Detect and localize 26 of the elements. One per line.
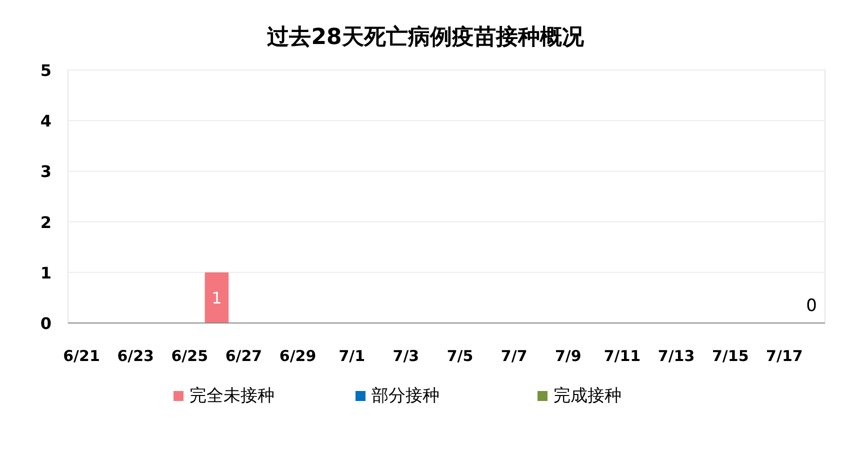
x-tick-label: 6/27 bbox=[225, 347, 262, 365]
chart-title: 过去28天死亡病例疫苗接种概况 bbox=[266, 24, 585, 50]
total-label: 0 bbox=[806, 296, 817, 316]
legend-label: 完全未接种 bbox=[190, 386, 274, 406]
y-tick-label: 3 bbox=[40, 162, 52, 182]
legend-label: 完成接种 bbox=[554, 386, 622, 406]
x-tick-label: 6/21 bbox=[63, 347, 100, 365]
y-tick-label: 4 bbox=[40, 112, 52, 131]
y-tick-label: 2 bbox=[40, 212, 52, 232]
x-tick-label: 7/17 bbox=[766, 347, 803, 365]
y-tick-label: 0 bbox=[40, 314, 52, 333]
data-label: 1 bbox=[212, 288, 222, 308]
x-tick-label: 7/1 bbox=[338, 347, 366, 365]
y-tick-label: 5 bbox=[40, 61, 52, 80]
x-tick-label: 6/29 bbox=[279, 347, 316, 365]
x-tick-label: 6/23 bbox=[117, 347, 154, 365]
x-tick-label: 7/9 bbox=[554, 347, 582, 365]
x-tick-label: 7/13 bbox=[658, 347, 695, 365]
x-tick-label: 7/7 bbox=[500, 347, 528, 365]
x-tick-label: 6/25 bbox=[171, 347, 208, 365]
y-tick-label: 1 bbox=[40, 263, 52, 282]
x-tick-label: 7/5 bbox=[446, 347, 474, 365]
x-tick-label: 7/15 bbox=[712, 347, 749, 365]
x-tick-label: 7/3 bbox=[392, 347, 420, 365]
legend-label: 部分接种 bbox=[372, 386, 440, 406]
x-tick-label: 7/11 bbox=[604, 347, 641, 365]
